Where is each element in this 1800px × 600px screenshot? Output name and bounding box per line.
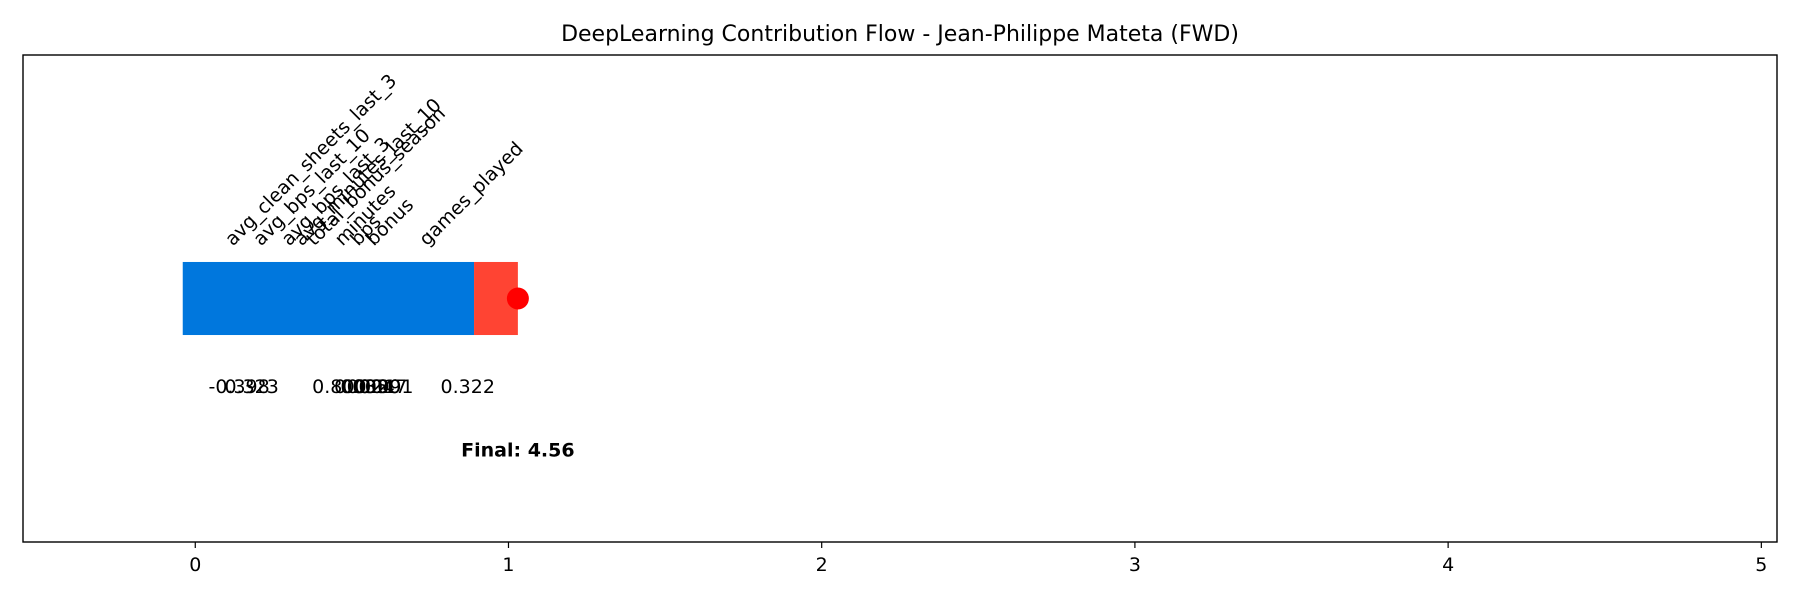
feature-labels: avg_clean_sheets_last_3avg_bps_last_10av… (221, 70, 528, 250)
x-tick-label: 5 (1755, 554, 1767, 576)
value-label: 0.322 (441, 376, 495, 398)
value-label: 0.017 (353, 376, 407, 398)
value-label: 0.091 (359, 376, 413, 398)
bars-layer (182, 261, 518, 336)
value-label: 0.020 (347, 376, 401, 398)
feature-label: games_played (415, 138, 528, 251)
value-label: 0.035 (334, 376, 388, 398)
chart-title: DeepLearning Contribution Flow - Jean-Ph… (561, 22, 1239, 47)
final-score-label: Final: 4.56 (461, 440, 574, 462)
value-label: -0.398 (208, 376, 269, 398)
x-tick-label: 2 (816, 554, 828, 576)
x-tick-label: 0 (189, 554, 201, 576)
value-label: 0.024 (340, 376, 394, 398)
plot-area (22, 54, 1778, 543)
value-label: 0.800 (312, 376, 366, 398)
x-axis: 0 1 2 3 4 5 (189, 542, 1767, 576)
marker-layer (506, 287, 529, 310)
final-marker-dot (506, 287, 529, 310)
x-tick-label: 4 (1442, 554, 1454, 576)
x-tick-label: 3 (1129, 554, 1141, 576)
contribution-bar-0 (182, 261, 475, 336)
value-label: 0.323 (224, 376, 278, 398)
x-tick-label: 1 (502, 554, 514, 576)
